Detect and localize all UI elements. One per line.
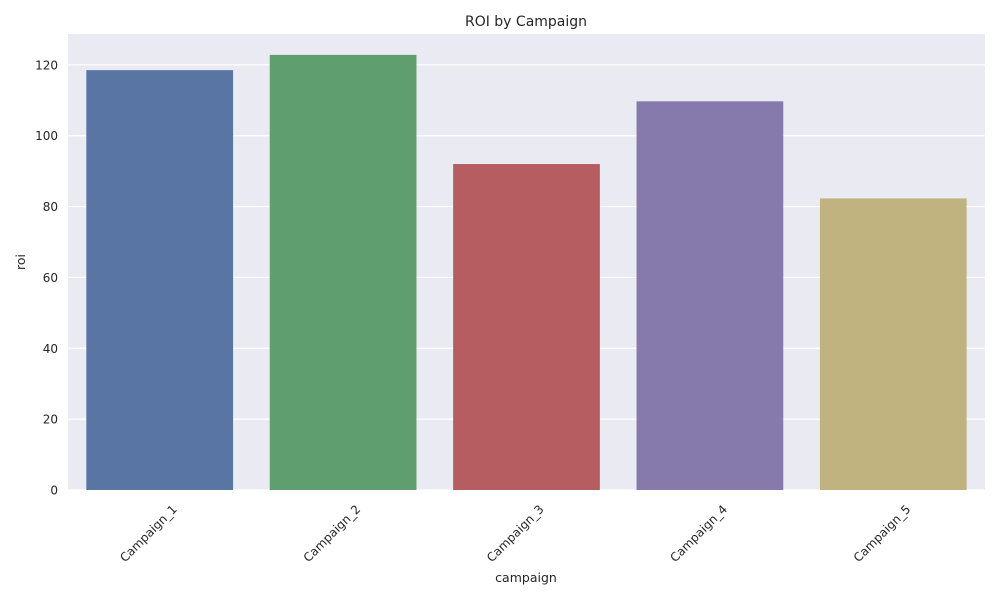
y-axis-ticks: 0 20 40 60 80 100 120 bbox=[35, 58, 58, 497]
bar-campaign-1 bbox=[86, 70, 234, 490]
x-axis-label: campaign bbox=[495, 570, 557, 585]
y-axis-label: roi bbox=[13, 254, 28, 270]
y-tick-label: 60 bbox=[43, 271, 58, 285]
y-tick-label: 100 bbox=[35, 129, 58, 143]
bar-campaign-3 bbox=[453, 164, 600, 490]
bar-campaign-5 bbox=[819, 198, 967, 490]
bar-campaign-4 bbox=[636, 101, 784, 491]
chart-title: ROI by Campaign bbox=[465, 14, 587, 30]
y-tick-label: 40 bbox=[43, 342, 58, 356]
bars bbox=[86, 54, 967, 491]
y-tick-label: 20 bbox=[43, 413, 58, 427]
y-tick-label: 120 bbox=[35, 58, 58, 72]
y-tick-label: 0 bbox=[50, 484, 58, 498]
y-tick-label: 80 bbox=[43, 200, 58, 214]
bar-campaign-2 bbox=[269, 54, 417, 491]
